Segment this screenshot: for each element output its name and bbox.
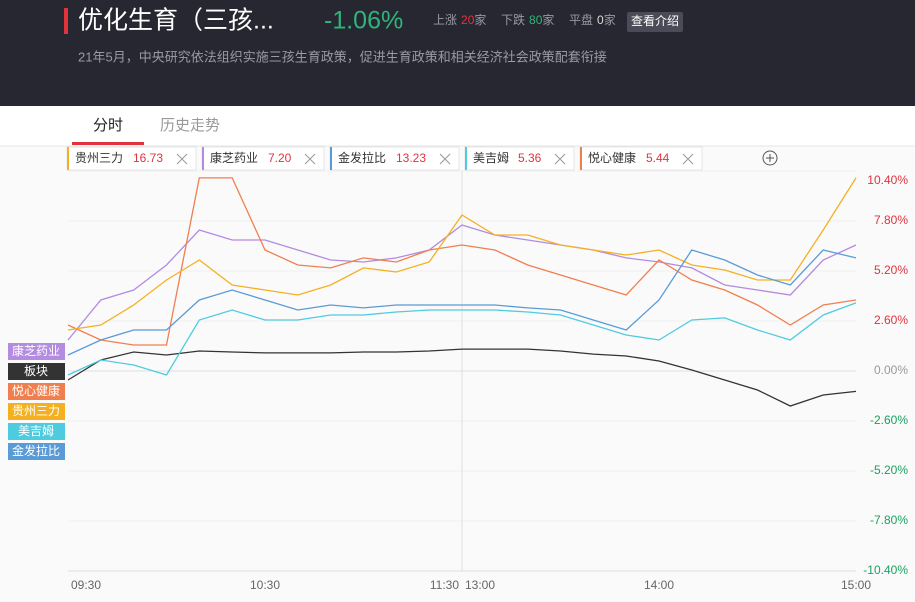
- y-tick-label: -2.60%: [870, 413, 908, 427]
- stat-unit: 家: [542, 12, 554, 27]
- stat-label: 上涨: [433, 12, 457, 27]
- stock-price: 16.73: [133, 151, 163, 165]
- chip-close[interactable]: [176, 153, 188, 165]
- stat: 下跌 80家: [501, 12, 554, 27]
- tab-underline: [72, 142, 144, 145]
- tab[interactable]: 历史走势: [160, 117, 220, 134]
- legend-label: 悦心健康: [12, 383, 60, 398]
- x-tick-label: 13:00: [465, 578, 495, 592]
- stat-count: 20: [461, 13, 475, 27]
- x-tick-label: 14:00: [644, 578, 674, 592]
- x-tick-label: 15:00: [841, 578, 871, 592]
- add-icon[interactable]: [762, 150, 778, 166]
- change: -1.06%: [324, 7, 403, 35]
- series-line: [67, 348, 857, 407]
- stock-price: 5.36: [518, 151, 542, 165]
- stock-name: 悦心健康: [588, 150, 636, 165]
- series-line: [67, 177, 857, 331]
- stat: 平盘 0家: [569, 12, 616, 27]
- legend-swatch: [8, 423, 65, 440]
- legend-swatch: [8, 443, 65, 460]
- tab-bar: [0, 106, 915, 146]
- legend-label: 康芝药业: [12, 343, 60, 358]
- stock-price: 7.20: [268, 151, 292, 165]
- stat-unit: 家: [474, 12, 486, 27]
- x-tick-label: 11:30: [430, 578, 459, 592]
- title: 优化生育（三孩...: [78, 7, 274, 35]
- chip-close[interactable]: [439, 153, 451, 165]
- y-tick-label: -5.20%: [870, 463, 908, 477]
- stat: 上涨 20家: [433, 12, 486, 27]
- y-tick-label: 0.00%: [874, 363, 908, 377]
- x-tick-label: 10:30: [250, 578, 280, 592]
- series-line: [67, 302, 857, 376]
- legend-swatch: [8, 343, 65, 360]
- y-tick-label: 10.40%: [867, 173, 908, 187]
- stock-chip-marker: [330, 147, 332, 170]
- y-tick-label: -7.80%: [870, 513, 908, 527]
- chip-close[interactable]: [682, 153, 694, 165]
- series-line: [67, 224, 857, 341]
- stock-name: 贵州三力: [75, 151, 123, 165]
- intro-button[interactable]: [627, 12, 683, 32]
- stat-label: 下跌: [501, 12, 525, 27]
- legend-swatch: [8, 363, 65, 380]
- stock-name: 美吉姆: [473, 151, 509, 165]
- legend-swatch: [8, 383, 65, 400]
- intro-button-label[interactable]: 查看介绍: [631, 14, 679, 28]
- x-tick-label: 09:30: [71, 578, 101, 592]
- stat-label: 平盘: [569, 12, 593, 27]
- stock-chip-marker: [67, 147, 69, 170]
- legend-label: 金发拉比: [12, 443, 60, 458]
- stock-chip-marker: [580, 147, 582, 170]
- title-bar: [64, 8, 68, 34]
- y-tick-label: -10.40%: [863, 563, 908, 577]
- chip-close[interactable]: [554, 153, 566, 165]
- chip-close[interactable]: [304, 153, 316, 165]
- legend-label: 贵州三力: [12, 404, 60, 418]
- stock-price: 13.23: [396, 151, 426, 165]
- legend-label: 美吉姆: [18, 424, 54, 438]
- add-plus[interactable]: [766, 154, 774, 162]
- stat-unit: 家: [604, 12, 616, 27]
- y-tick-label: 2.60%: [874, 313, 908, 327]
- legend-swatch: [8, 403, 65, 420]
- stat-count: 0: [597, 13, 604, 27]
- y-tick-label: 5.20%: [874, 263, 908, 277]
- series-line: [67, 249, 857, 356]
- stock-name: 康芝药业: [210, 150, 258, 165]
- y-tick-label: 7.80%: [874, 213, 908, 227]
- stock-price: 5.44: [646, 151, 670, 165]
- stock-name: 金发拉比: [338, 150, 386, 165]
- tab-active[interactable]: 分时: [93, 117, 123, 134]
- stat-count: 80: [529, 13, 543, 27]
- description: 21年5月，中央研究依法组织实施三孩生育政策，促进生育政策和相关经济社会政策配套…: [78, 49, 607, 64]
- series-line: [67, 177, 857, 346]
- stock-chip-marker: [202, 147, 204, 170]
- legend-label: 板块: [24, 364, 48, 378]
- stock-chip-marker: [465, 147, 467, 170]
- header-bg: [0, 0, 915, 106]
